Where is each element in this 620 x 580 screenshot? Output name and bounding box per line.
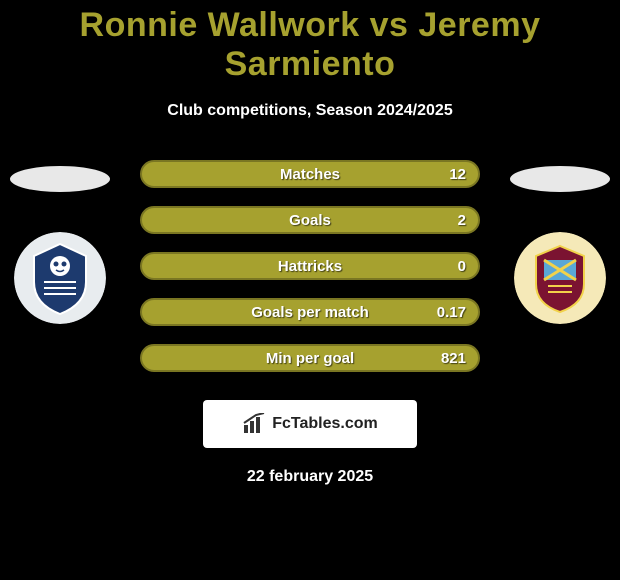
player-left-crest (14, 232, 106, 324)
crest-right-icon (514, 232, 606, 324)
stat-label: Goals (289, 212, 331, 229)
brand-box: FcTables.com (203, 400, 417, 448)
stat-bar: Hattricks 0 (140, 252, 480, 280)
player-right-oval (510, 166, 610, 192)
stat-label: Hattricks (278, 258, 342, 275)
stat-right-value: 0 (458, 258, 466, 275)
comparison-panel: Matches 12 Goals 2 Hattricks 0 Goals per match… (0, 160, 620, 486)
stat-right-value: 12 (449, 166, 466, 183)
stat-label: Goals per match (251, 304, 369, 321)
brand-text: FcTables.com (272, 415, 378, 433)
stat-label: Min per goal (266, 350, 354, 367)
player-left-column (0, 160, 120, 324)
stat-bar: Min per goal 821 (140, 344, 480, 372)
date-line: 22 february 2025 (0, 468, 620, 486)
stat-right-value: 0.17 (437, 304, 466, 321)
player-right-crest (514, 232, 606, 324)
stat-label: Matches (280, 166, 340, 183)
stat-bar: Matches 12 (140, 160, 480, 188)
stats-list: Matches 12 Goals 2 Hattricks 0 Goals per match… (140, 160, 480, 372)
stat-right-value: 821 (441, 350, 466, 367)
page-title: Ronnie Wallwork vs Jeremy Sarmiento (0, 0, 620, 84)
stat-bar: Goals per match 0.17 (140, 298, 480, 326)
subtitle: Club competitions, Season 2024/2025 (0, 102, 620, 120)
player-right-column (500, 160, 620, 324)
stat-bar: Goals 2 (140, 206, 480, 234)
crest-left-icon (14, 232, 106, 324)
chart-icon (242, 413, 268, 435)
stat-right-value: 2 (458, 212, 466, 229)
player-left-oval (10, 166, 110, 192)
